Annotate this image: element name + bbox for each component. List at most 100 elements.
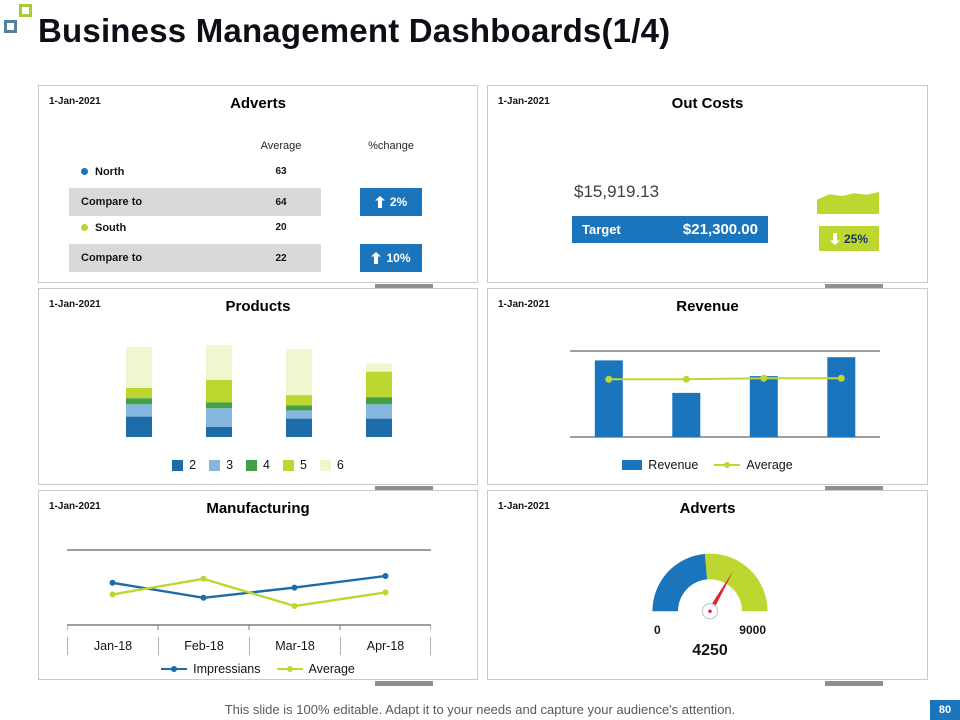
dashboard-grid: 1-Jan-2021 Adverts Average %change North… [38,85,928,686]
panel-date: 1-Jan-2021 [49,501,101,512]
legend-label: 2 [189,458,197,472]
panel-title: Adverts [679,500,736,517]
line-marker-glyph [276,666,303,672]
legend-swatch [319,459,331,471]
legend-swatch [172,459,184,471]
cost-sparkline-chart [817,192,879,214]
panel-date: 1-Jan-2021 [49,96,101,107]
legend-item: 4 [246,458,270,472]
panel-date: 1-Jan-2021 [498,96,550,107]
panel-title: Products [225,298,291,315]
panel-title: Manufacturing [206,500,310,517]
line-marker-glyph [714,462,741,468]
slide-title: Business Management Dashboards(1/4) [38,12,671,49]
panel-manufacturing: 1-Jan-2021 Manufacturing Jan-18 Feb-18 M… [38,490,478,686]
x-tick-label: Apr-18 [340,637,431,655]
row-average-value: 22 [241,244,321,272]
products-legend: 2 3 4 5 6 [39,458,477,472]
logo-green-square [19,4,32,17]
logo-blue-square [4,20,17,33]
legend-label: Average [308,662,355,676]
row-label: South [95,221,127,234]
gauge-scale-labels: 0 9000 [630,623,790,637]
gauge-max-label: 9000 [739,623,766,637]
row-label-cell: South [69,216,241,239]
panel-date: 1-Jan-2021 [49,299,101,310]
panel-date: 1-Jan-2021 [498,501,550,512]
legend-item: Average [276,662,355,676]
panel-adverts-gauge: 1-Jan-2021 Adverts 0 9000 4250 [487,490,928,686]
x-tick-label: Feb-18 [158,637,249,655]
row-average-value: 63 [275,166,287,177]
x-tick-label: Jan-18 [67,637,158,655]
table-row-compare-north: Compare to 64 2% [69,188,461,216]
panel-title: Revenue [676,298,739,315]
revenue-bar-chart [570,350,880,438]
legend-item: Average [714,458,793,472]
line-marker-glyph [161,666,188,672]
x-tick-label: Mar-18 [249,637,340,655]
change-value: 10% [386,251,411,265]
revenue-legend: Revenue Average [488,458,927,472]
south-series-dot [81,224,88,231]
panel-scrollbar [825,681,883,686]
legend-label: 6 [336,458,344,472]
legend-item: Revenue [622,458,698,472]
legend-item: 6 [319,458,344,472]
target-label: Target [582,222,621,237]
panel-date: 1-Jan-2021 [498,299,550,310]
row-change-cell: 10% [321,244,461,272]
legend-swatch [246,459,258,471]
change-value: 2% [389,195,408,209]
panel-products: 1-Jan-2021 Products 2 3 4 5 [38,288,478,491]
legend-label: Revenue [648,458,699,472]
page-number: 80 [930,700,960,720]
manufacturing-line-chart [67,549,431,630]
panel-scrollbar [375,486,433,491]
gauge-value: 4250 [692,642,728,659]
adverts-table: Average %change North 63 Compare to 64 [69,140,461,272]
gauge-min-label: 0 [654,623,661,637]
panel-scrollbar [825,284,883,289]
up-arrow-icon [371,252,382,264]
down-arrow-icon [829,232,840,245]
change-badge: 2% [360,188,422,216]
change-value: 25% [843,231,869,246]
change-badge: 10% [360,244,422,272]
up-arrow-icon [374,196,385,208]
row-label: Compare to [81,196,143,208]
legend-label: 5 [299,458,307,472]
panel-scrollbar [375,681,433,686]
cost-change-badge: 25% [819,226,879,251]
row-average-value: 20 [275,222,287,233]
panel-scrollbar [825,486,883,491]
footer-note: This slide is 100% editable. Adapt it to… [224,702,736,717]
table-header: Average %change [69,140,461,152]
legend-label: Impressians [193,662,261,676]
target-value: $21,300.00 [682,221,758,238]
legend-label: 4 [263,458,270,472]
panel-scrollbar [375,284,433,289]
target-bar: Target $21,300.00 [572,216,768,243]
row-label-cell: Compare to [69,188,241,216]
panel-adverts-table: 1-Jan-2021 Adverts Average %change North… [38,85,478,289]
table-row-compare-south: Compare to 22 10% [69,244,461,272]
legend-item: 3 [209,458,233,472]
row-label: North [95,165,125,178]
legend-label: Average [746,458,793,472]
logo-squares-icon [3,4,35,36]
legend-item: 5 [282,458,307,472]
panel-out-costs: 1-Jan-2021 Out Costs $15,919.13 Target $… [487,85,928,289]
table-row-south: South 20 [69,216,461,239]
x-axis-labels: Jan-18 Feb-18 Mar-18 Apr-18 [67,637,431,655]
manufacturing-legend: Impressians Average [39,662,477,676]
panel-title: Out Costs [671,95,744,112]
row-label-cell: North [69,160,241,183]
current-cost-value: $15,919.13 [574,182,660,201]
row-average-value: 64 [241,188,321,216]
legend-item: 2 [172,458,196,472]
panel-revenue: 1-Jan-2021 Revenue Revenue Average [487,288,928,491]
row-change-cell: 2% [321,188,461,216]
north-series-dot [81,168,88,175]
